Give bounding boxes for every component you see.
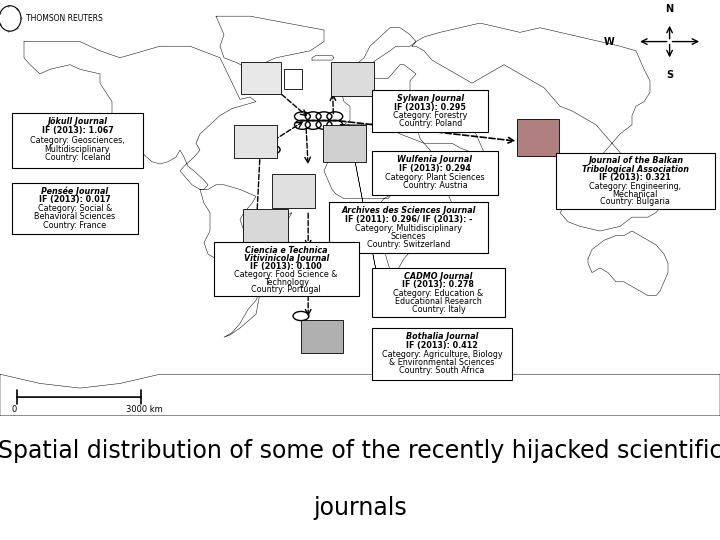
Text: Journal of the Balkan: Journal of the Balkan [588, 157, 683, 165]
Text: Educational Research: Educational Research [395, 297, 482, 306]
Text: Mechanical: Mechanical [613, 190, 658, 199]
FancyBboxPatch shape [372, 151, 498, 194]
Text: W: W [604, 37, 615, 46]
Text: Category: Engineering,: Category: Engineering, [590, 182, 681, 191]
Text: Category: Multidisciplinary: Category: Multidisciplinary [355, 224, 462, 233]
FancyBboxPatch shape [12, 183, 138, 234]
Text: Vitivinicola Journal: Vitivinicola Journal [243, 254, 329, 263]
Text: 3000 km: 3000 km [125, 406, 163, 414]
Text: Archives des Sciences Journal: Archives des Sciences Journal [341, 206, 476, 215]
Text: Category: Social &: Category: Social & [37, 204, 112, 213]
FancyBboxPatch shape [372, 90, 488, 132]
Text: Technology: Technology [264, 278, 309, 287]
Text: Bothalia Journal: Bothalia Journal [406, 332, 478, 341]
Text: IF (2013): 0.294: IF (2013): 0.294 [399, 164, 471, 173]
Text: 0: 0 [12, 406, 17, 414]
FancyBboxPatch shape [12, 113, 143, 167]
FancyBboxPatch shape [214, 242, 359, 296]
FancyBboxPatch shape [284, 69, 302, 90]
FancyBboxPatch shape [329, 202, 488, 253]
Text: Category: Agriculture, Biology: Category: Agriculture, Biology [382, 350, 503, 359]
FancyBboxPatch shape [301, 320, 343, 353]
Text: Category: Forestry: Category: Forestry [393, 111, 467, 120]
Text: Country: Switzerland: Country: Switzerland [367, 240, 450, 249]
Text: Category: Education &: Category: Education & [393, 289, 484, 298]
Text: IF (2013): 0.321: IF (2013): 0.321 [600, 173, 671, 183]
Text: Spatial distribution of some of the recently hijacked scientific: Spatial distribution of some of the rece… [0, 438, 720, 463]
Text: Category: Plant Sciences: Category: Plant Sciences [385, 173, 485, 182]
Text: Country: Bulgaria: Country: Bulgaria [600, 197, 670, 206]
Text: Category: Food Science &: Category: Food Science & [235, 270, 338, 279]
Text: Country: Austria: Country: Austria [402, 181, 467, 190]
Text: IF (2013): 0.278: IF (2013): 0.278 [402, 280, 474, 289]
Text: Sciences: Sciences [391, 232, 426, 241]
Text: Behavioral Sciences: Behavioral Sciences [35, 212, 115, 221]
Text: Multidisciplinary: Multidisciplinary [45, 145, 110, 153]
FancyBboxPatch shape [372, 328, 512, 380]
Text: Wulfenia Journal: Wulfenia Journal [397, 155, 472, 164]
Text: journals: journals [313, 496, 407, 519]
Text: Jökull Journal: Jökull Journal [48, 117, 107, 126]
Text: Country: France: Country: France [43, 221, 107, 230]
Text: IF (2013): 1.067: IF (2013): 1.067 [42, 126, 113, 136]
FancyBboxPatch shape [556, 153, 715, 209]
Text: N: N [665, 4, 674, 14]
FancyBboxPatch shape [517, 118, 559, 156]
Text: S: S [666, 70, 673, 79]
FancyBboxPatch shape [241, 62, 281, 93]
FancyBboxPatch shape [243, 209, 288, 243]
Text: Country: Portugal: Country: Portugal [251, 285, 321, 294]
FancyBboxPatch shape [301, 251, 346, 285]
Text: & Environmental Sciences: & Environmental Sciences [390, 358, 495, 367]
Text: Pensée Journal: Pensée Journal [41, 186, 109, 196]
Text: IF (2013): 0.017: IF (2013): 0.017 [39, 195, 111, 204]
Text: IF (2013): 0.412: IF (2013): 0.412 [406, 341, 478, 350]
Text: IF (2011): 0.296/ IF (2013): -: IF (2011): 0.296/ IF (2013): - [345, 215, 472, 224]
Text: CADMO Journal: CADMO Journal [405, 272, 472, 281]
Text: Category: Geosciences,: Category: Geosciences, [30, 136, 125, 145]
Text: Country: South Africa: Country: South Africa [400, 366, 485, 375]
FancyBboxPatch shape [234, 125, 277, 158]
FancyBboxPatch shape [323, 125, 366, 162]
Text: Ciencia e Technica: Ciencia e Technica [245, 246, 328, 255]
Text: Country: Iceland: Country: Iceland [45, 153, 110, 162]
Text: Country: Italy: Country: Italy [412, 305, 465, 314]
Text: Country: Poland: Country: Poland [399, 119, 462, 129]
FancyBboxPatch shape [372, 268, 505, 318]
Text: THOMSON REUTERS: THOMSON REUTERS [26, 14, 103, 23]
Text: Sylwan Journal: Sylwan Journal [397, 94, 464, 103]
Text: Tribological Association: Tribological Association [582, 165, 689, 174]
FancyBboxPatch shape [331, 62, 374, 96]
FancyBboxPatch shape [272, 174, 315, 208]
Text: IF (2013): 0.295: IF (2013): 0.295 [395, 103, 466, 112]
Text: IF (2013): 0.100: IF (2013): 0.100 [251, 262, 322, 271]
